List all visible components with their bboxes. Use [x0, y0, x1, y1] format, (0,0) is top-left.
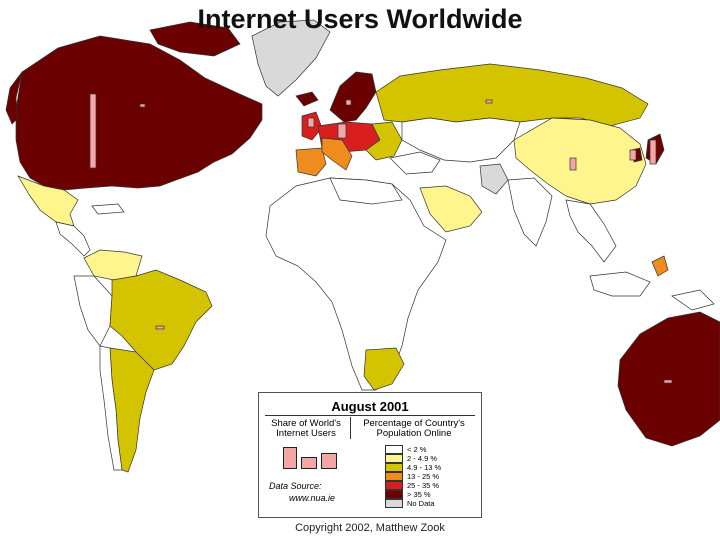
legend-row-3: 13 - 25 %: [385, 471, 440, 481]
region-chile: [99, 345, 123, 471]
region-russia: [375, 63, 649, 127]
region-southeast-asia: [565, 199, 617, 263]
region-greenland: [251, 19, 331, 97]
legend-share-bar-medium: [301, 457, 317, 469]
share-bar-usa: [89, 93, 97, 169]
region-turkey: [389, 151, 441, 175]
region-iberia: [295, 147, 327, 177]
legend-label-5: > 35 %: [407, 489, 431, 499]
region-china: [513, 117, 647, 205]
region-mexico: [17, 175, 79, 227]
share-bar-uk: [307, 117, 315, 128]
legend-label-0: < 2 %: [407, 444, 427, 454]
legend-separator: [350, 417, 351, 439]
page-title: Internet Users Worldwide: [197, 4, 523, 34]
region-africa: [265, 177, 447, 391]
share-bar-brazil: [155, 325, 165, 330]
region-india: [507, 177, 553, 247]
region-indonesia: [589, 271, 651, 297]
copyright: Copyright 2002, Matthew Zook: [295, 522, 445, 534]
region-alaska: [5, 71, 23, 125]
share-bar-japan: [649, 139, 657, 165]
legend-source-label: Data Source:: [269, 481, 322, 491]
legend-source-url: www.nua.ie: [289, 493, 336, 503]
legend-divider: [265, 415, 475, 416]
region-canada-islands: [149, 21, 241, 57]
region-eastern-europe: [365, 121, 403, 161]
legend-swatch-0: [385, 444, 403, 454]
legend-label-2: 4.9 - 13 %: [407, 462, 442, 472]
region-andes: [73, 275, 113, 347]
region-brazil: [109, 269, 213, 371]
region-australia: [617, 311, 720, 447]
legend-row-6: No Data: [385, 498, 435, 508]
region-iran: [479, 163, 509, 195]
legend-share-bar-large: [283, 447, 297, 469]
legend-row-0: < 2 %: [385, 444, 427, 454]
legend-swatch-3: [385, 471, 403, 481]
legend: August 2001 Share of World's Internet Us…: [258, 392, 482, 518]
legend-label-3: 13 - 25 %: [407, 471, 440, 481]
region-philippines: [651, 255, 669, 277]
legend-swatch-6: [385, 498, 403, 508]
legend-swatch-5: [385, 489, 403, 499]
share-bar-russia: [485, 99, 493, 104]
legend-pct-header: Percentage of Country's Population Onlin…: [363, 418, 465, 439]
region-new-guinea: [671, 289, 715, 311]
legend-swatch-2: [385, 462, 403, 472]
legend-swatch-1: [385, 453, 403, 463]
share-bar-scandinavia: [345, 99, 352, 106]
legend-row-4: 25 - 35 %: [385, 480, 440, 490]
share-bar-china: [569, 157, 577, 171]
region-france-italy: [321, 137, 353, 171]
legend-label-1: 2 - 4.9 %: [407, 453, 438, 463]
legend-row-2: 4.9 - 13 %: [385, 462, 442, 472]
region-scandinavia: [329, 71, 377, 123]
share-bar-australia: [663, 379, 673, 384]
legend-row-1: 2 - 4.9 %: [385, 453, 438, 463]
legend-share-header: Share of World's Internet Users: [271, 418, 341, 439]
region-central-america: [55, 221, 91, 257]
legend-date: August 2001: [331, 399, 409, 414]
share-bar-europe: [337, 123, 347, 139]
region-venezuela-colombia: [83, 249, 143, 281]
region-north-america: [15, 35, 263, 191]
legend-row-5: > 35 %: [385, 489, 431, 499]
share-bar-canada: [139, 103, 146, 108]
share-bar-korea: [629, 149, 637, 161]
legend-share-bar-small: [321, 453, 337, 469]
legend-label-6: No Data: [407, 498, 435, 508]
region-south-africa: [363, 347, 405, 391]
legend-swatch-4: [385, 480, 403, 490]
region-caribbean: [91, 203, 125, 215]
region-north-africa: [329, 177, 403, 205]
region-central-asia: [401, 117, 521, 163]
legend-label-4: 25 - 35 %: [407, 480, 440, 490]
region-arabia: [419, 185, 483, 233]
region-iceland: [295, 91, 319, 107]
